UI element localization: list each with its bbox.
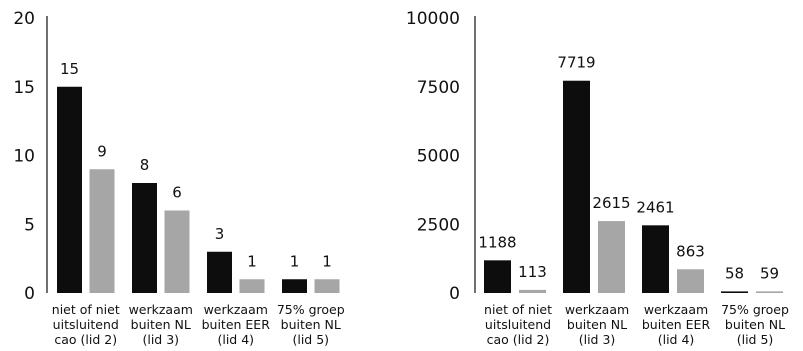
category-label: niet of niet (52, 302, 120, 317)
category-label: buiten NL (725, 317, 785, 332)
data-label: 1188 (478, 233, 516, 251)
y-tick-label: 0 (24, 284, 35, 304)
bar (721, 291, 748, 293)
bar (239, 279, 265, 293)
category-label: (lid 5) (737, 332, 774, 347)
data-label: 863 (676, 242, 705, 260)
bar (282, 279, 307, 293)
category-label: 75% groep (721, 302, 789, 317)
data-label: 1 (290, 252, 300, 270)
category-label: werkzaam (204, 302, 268, 317)
category-label: werkzaam (644, 302, 708, 317)
data-label: 6 (172, 184, 182, 202)
y-tick-label: 10000 (406, 9, 460, 29)
bar (132, 183, 157, 293)
bar (677, 269, 704, 293)
bar (164, 210, 190, 293)
bar (519, 289, 546, 293)
category-label: (lid 4) (658, 332, 695, 347)
y-tick-label: 7500 (417, 78, 460, 98)
data-label: 113 (518, 263, 547, 281)
category-label: uitsluitend (485, 317, 551, 332)
category-label: cao (lid 2) (54, 332, 117, 347)
data-label: 8 (140, 156, 150, 174)
y-tick-label: 2500 (417, 215, 460, 235)
bar (563, 80, 590, 293)
y-tick-label: 20 (13, 9, 35, 29)
data-label: 7719 (557, 54, 595, 72)
category-label: buiten NL (131, 317, 191, 332)
category-label: (lid 4) (217, 332, 254, 347)
category-label: (lid 3) (579, 332, 616, 347)
data-label: 58 (725, 264, 744, 282)
category-label: buiten EER (202, 317, 271, 332)
category-label: niet of niet (484, 302, 552, 317)
category-label: buiten NL (567, 317, 627, 332)
category-label: 75% groep (277, 302, 345, 317)
data-label: 15 (60, 60, 79, 78)
category-label: (lid 5) (292, 332, 329, 347)
category-label: werkzaam (129, 302, 193, 317)
category-label: cao (lid 2) (487, 332, 550, 347)
bar (756, 291, 783, 293)
data-label: 2615 (592, 194, 630, 212)
data-label: 3 (215, 225, 225, 243)
y-tick-label: 10 (13, 147, 35, 167)
data-label: 2461 (636, 198, 674, 216)
category-label: uitsluitend (53, 317, 119, 332)
category-label: (lid 3) (142, 332, 179, 347)
category-label: werkzaam (565, 302, 629, 317)
y-tick-label: 15 (13, 78, 35, 98)
y-tick-label: 5000 (417, 147, 460, 167)
bar (57, 86, 82, 293)
bar (484, 260, 511, 293)
data-label: 1 (247, 252, 257, 270)
bar (89, 169, 115, 293)
bar (598, 221, 625, 293)
bar (314, 279, 340, 293)
y-tick-label: 0 (449, 284, 460, 304)
category-label: buiten EER (642, 317, 711, 332)
data-label: 9 (97, 142, 107, 160)
bar (642, 225, 669, 293)
data-label: 1 (322, 252, 332, 270)
category-label: buiten NL (281, 317, 341, 332)
bar (207, 251, 232, 293)
y-tick-label: 5 (24, 215, 35, 235)
data-label: 59 (760, 264, 779, 282)
